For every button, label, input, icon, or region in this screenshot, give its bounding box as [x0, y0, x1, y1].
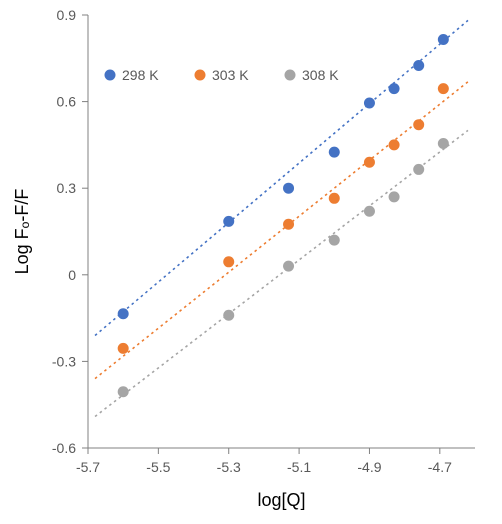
data-point	[329, 147, 340, 158]
data-point	[118, 308, 129, 319]
x-tick-label: -5.1	[287, 459, 311, 475]
x-axis-title: log[Q]	[257, 490, 305, 510]
data-point	[223, 310, 234, 321]
data-point	[223, 216, 234, 227]
data-point	[283, 261, 294, 272]
y-tick-label: 0	[68, 267, 76, 283]
x-tick-label: -4.9	[357, 459, 381, 475]
legend-label: 308 K	[302, 67, 339, 83]
legend-label: 303 K	[212, 67, 249, 83]
x-tick-label: -4.7	[428, 459, 452, 475]
data-point	[413, 164, 424, 175]
data-point	[413, 119, 424, 130]
data-point	[118, 386, 129, 397]
x-tick-label: -5.7	[76, 459, 100, 475]
legend-marker	[285, 70, 296, 81]
x-tick-label: -5.3	[217, 459, 241, 475]
data-point	[438, 138, 449, 149]
data-point	[413, 60, 424, 71]
data-point	[438, 83, 449, 94]
data-point	[364, 157, 375, 168]
data-point	[389, 191, 400, 202]
data-point	[364, 98, 375, 109]
data-point	[329, 235, 340, 246]
y-tick-label: 0.3	[57, 180, 77, 196]
scatter-chart: -5.7 -5.5 -5.3 -5.1 -4.9 -4.7 -0.6 -0.3 0 0.3 0.6 0…	[0, 0, 502, 524]
data-point	[329, 193, 340, 204]
trend-line	[95, 82, 468, 379]
data-point	[283, 183, 294, 194]
y-tick-label: 0.6	[57, 94, 77, 110]
trend-line	[95, 130, 468, 416]
data-point	[389, 139, 400, 150]
y-axis-title: Log Fₒ-F/F	[12, 189, 32, 275]
data-point	[223, 256, 234, 267]
y-tick-label: 0.9	[57, 7, 77, 23]
legend-marker	[105, 70, 116, 81]
data-point	[283, 219, 294, 230]
x-tick-label: -5.5	[146, 459, 170, 475]
legend-label: 298 K	[122, 67, 159, 83]
y-tick-label: -0.6	[52, 440, 76, 456]
y-tick-label: -0.3	[52, 353, 76, 369]
data-point	[364, 206, 375, 217]
data-point	[389, 83, 400, 94]
legend-marker	[195, 70, 206, 81]
data-point	[438, 34, 449, 45]
data-point	[118, 343, 129, 354]
